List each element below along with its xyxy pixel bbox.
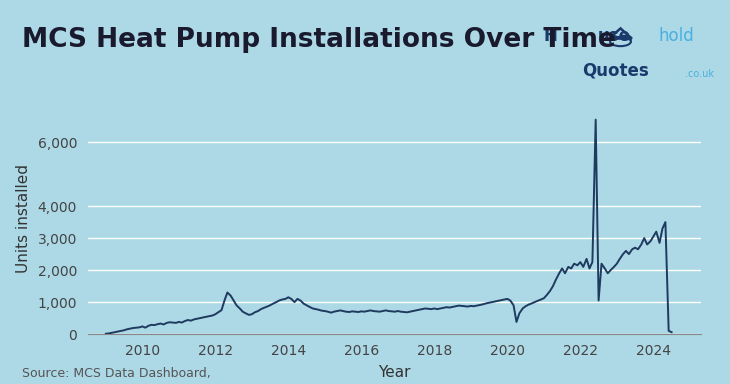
Text: hold: hold xyxy=(658,27,694,45)
Text: MCS Heat Pump Installations Over Time: MCS Heat Pump Installations Over Time xyxy=(22,27,616,53)
Text: H: H xyxy=(543,27,557,45)
Text: Source: MCS Data Dashboard,: Source: MCS Data Dashboard, xyxy=(22,367,211,380)
Text: use: use xyxy=(598,27,631,45)
X-axis label: Year: Year xyxy=(378,366,410,381)
Y-axis label: Units installed: Units installed xyxy=(16,164,31,273)
Text: Quotes: Quotes xyxy=(583,61,649,79)
Text: .co.uk: .co.uk xyxy=(685,69,714,79)
